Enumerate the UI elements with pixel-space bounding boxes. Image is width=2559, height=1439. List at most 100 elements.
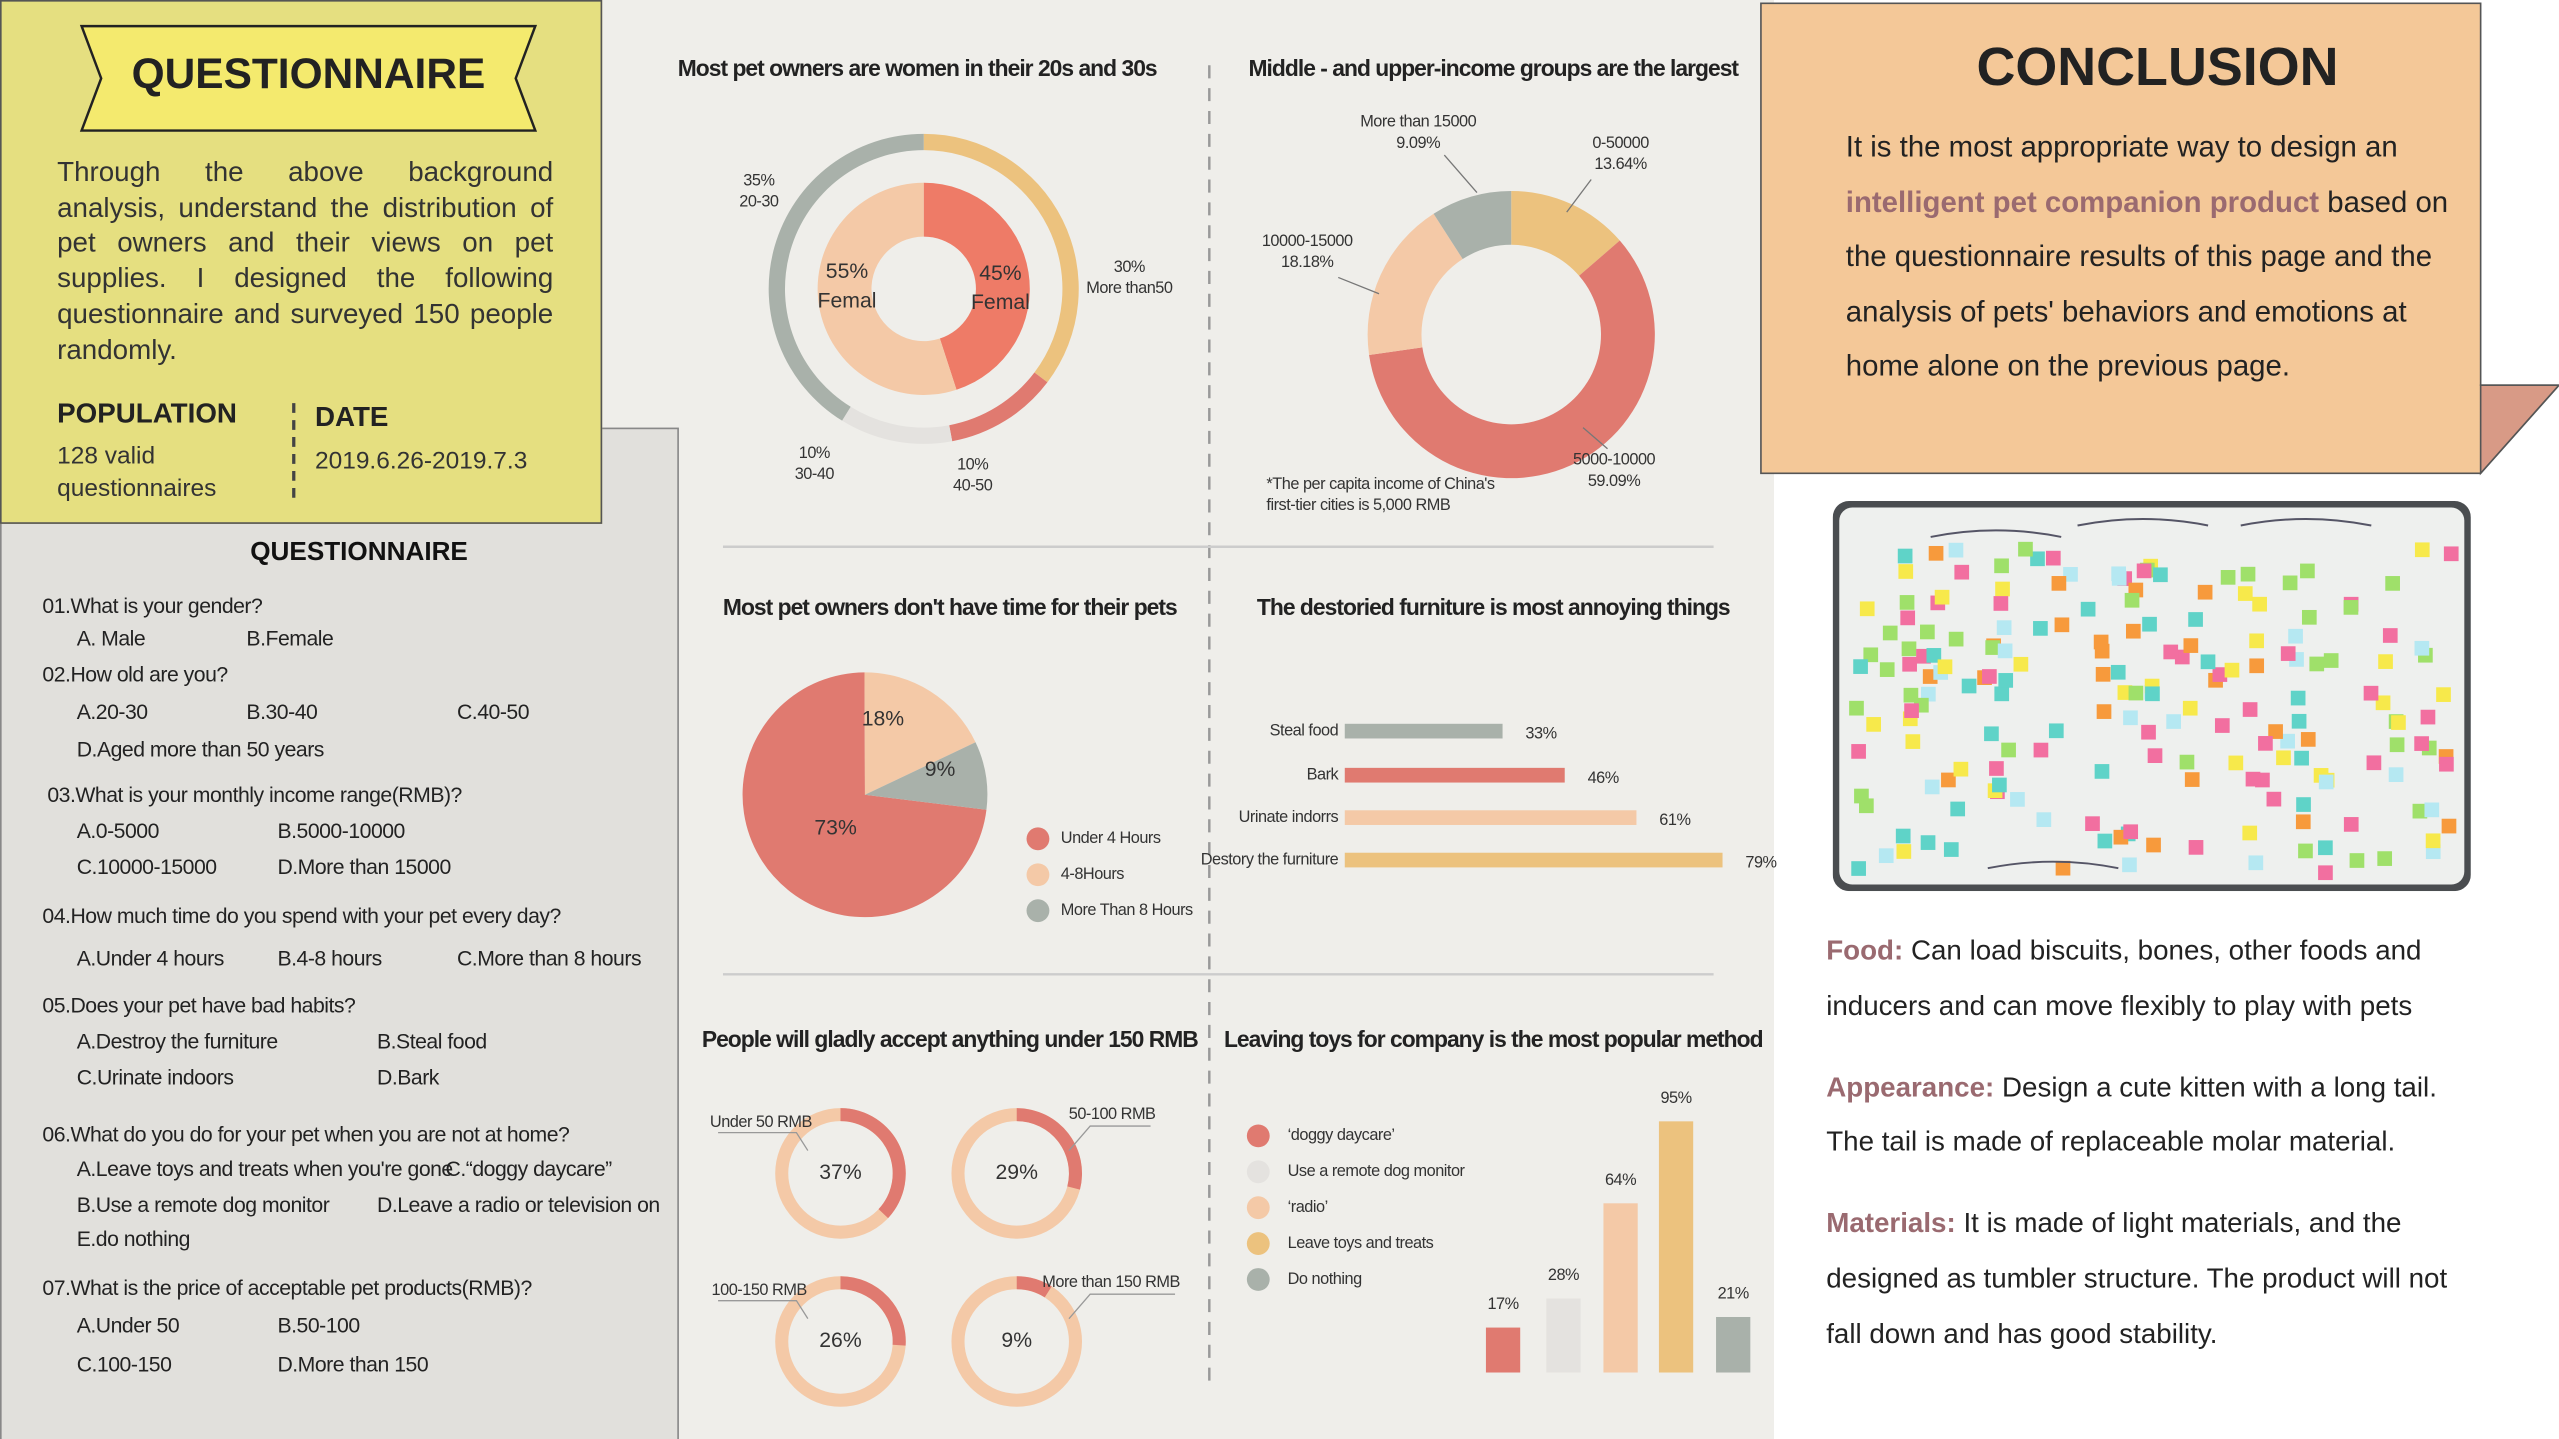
- sticky-note: [2258, 736, 2273, 751]
- bar: [1485, 1327, 1521, 1373]
- sticky-note: [2300, 563, 2315, 579]
- sticky-note: [2220, 570, 2236, 585]
- legend-swatch: [1026, 899, 1050, 923]
- sticky-note: [2252, 596, 2267, 612]
- sticky-note: [2441, 818, 2457, 834]
- chart-title: Leaving toys for company is the most pop…: [1224, 1026, 1763, 1052]
- sticky-note: [2110, 664, 2126, 680]
- sticky-note: [1853, 659, 1868, 674]
- option: A.0-5000: [76, 818, 160, 843]
- sticky-note: [2276, 750, 2291, 766]
- option: A.20-30: [76, 699, 148, 724]
- slice: [1511, 190, 1620, 276]
- option: D.Aged more than 50 years: [76, 736, 325, 762]
- sticky-note: [2439, 756, 2454, 772]
- sticky-note: [2045, 550, 2061, 566]
- option: B.50-100: [277, 1312, 360, 1338]
- sticky-note: [2051, 576, 2067, 591]
- sticky-note: [2183, 638, 2199, 653]
- category-label: 40-50: [953, 477, 993, 495]
- sticky-note: [2147, 748, 2163, 763]
- slice: [842, 406, 953, 444]
- board-marker: [1987, 860, 2119, 870]
- sticky-note: [1961, 678, 1977, 694]
- sticky-note: [2382, 628, 2398, 643]
- sticky-note: [2128, 685, 2144, 701]
- sticky-note: [2094, 643, 2110, 659]
- sticky-note: [2318, 840, 2333, 856]
- value-label: 79%: [1745, 854, 1776, 872]
- bar: [1344, 723, 1503, 739]
- leader-line: [1068, 1293, 1176, 1320]
- category-label: 30-40: [795, 465, 835, 483]
- sticky-note: [2036, 812, 2052, 828]
- option: C.10000-15000: [76, 854, 217, 879]
- legend-swatch: [1246, 1196, 1270, 1220]
- sticky-note: [2174, 649, 2190, 665]
- sticky-note: [1898, 564, 1914, 579]
- sticky-note: [2288, 628, 2303, 644]
- value-label: 21%: [1718, 1284, 1749, 1302]
- legend-label: Use a remote dog monitor: [1288, 1162, 1466, 1180]
- option: C.Urinate indoors: [76, 1064, 234, 1090]
- bar: [1546, 1298, 1581, 1373]
- sticky-note: [1943, 842, 1959, 857]
- leader-line: [1443, 154, 1478, 194]
- questionnaire-panel: [0, 427, 679, 1439]
- sticky-note: [2290, 690, 2306, 706]
- sticky-note: [2237, 586, 2253, 601]
- sticky-note: [2318, 865, 2333, 881]
- sticky-note: [2294, 750, 2309, 766]
- option: B.Use a remote dog monitor: [76, 1192, 330, 1217]
- value-label: 61%: [1659, 811, 1690, 829]
- value-label: 33%: [1525, 725, 1556, 743]
- category-label: 20-30: [739, 193, 779, 211]
- leader-line: [718, 1131, 809, 1151]
- value-label: 30%: [1114, 258, 1145, 276]
- sticky-note: [2242, 825, 2258, 841]
- category-label: 50-100 RMB: [1069, 1105, 1156, 1123]
- sticky-note: [2291, 713, 2307, 729]
- population-label: POPULATION: [57, 398, 237, 430]
- sticky-note: [2125, 623, 2141, 639]
- sticky-note: [2280, 733, 2295, 749]
- sticky-note: [2030, 551, 2045, 567]
- sticky-note: [1879, 662, 1895, 677]
- option: D.More than 150: [277, 1352, 429, 1377]
- sticky-note: [2197, 584, 2213, 600]
- sticky-note: [2124, 592, 2140, 608]
- legend-label: ‘radio’: [1288, 1198, 1328, 1216]
- sticky-note: [2182, 700, 2198, 716]
- folded-corner: [2479, 384, 2559, 476]
- sticky-note: [2389, 737, 2405, 753]
- sticky-note: [1998, 673, 2014, 688]
- sticky-note: [2391, 715, 2406, 730]
- leader-line: [1582, 427, 1608, 450]
- sticky-note: [2136, 563, 2152, 579]
- sticky-note: [2153, 567, 2168, 583]
- sticky-note: [1993, 596, 2009, 611]
- sticky-note: [2282, 575, 2298, 591]
- sticky-note: [2080, 601, 2096, 617]
- sticky-note: [1920, 686, 1936, 702]
- sticky-note: [2363, 685, 2379, 701]
- board-marker: [2077, 517, 2209, 527]
- legend-swatch: [1246, 1124, 1270, 1148]
- donut-arc: [1016, 1276, 1052, 1298]
- sticky-note: [2033, 742, 2049, 758]
- note: *The per capita income of China's: [1266, 475, 1494, 493]
- feature-label: Appearance:: [1826, 1071, 1995, 1103]
- sticky-note: [2033, 621, 2048, 636]
- sticky-note: [2122, 857, 2137, 873]
- value-label: 18%: [862, 707, 905, 730]
- leader-line: [1566, 179, 1592, 213]
- sticky-note: [1902, 656, 1917, 672]
- sticky-note: [1948, 631, 1964, 647]
- date-value: 2019.6.26-2019.7.3: [314, 447, 528, 475]
- slice: [817, 182, 957, 395]
- sticky-note: [2001, 742, 2016, 758]
- donut-arc: [840, 1276, 906, 1346]
- sticky-note: [2054, 617, 2070, 633]
- sticky-note: [1953, 761, 1969, 777]
- sticky-note: [1954, 564, 1970, 580]
